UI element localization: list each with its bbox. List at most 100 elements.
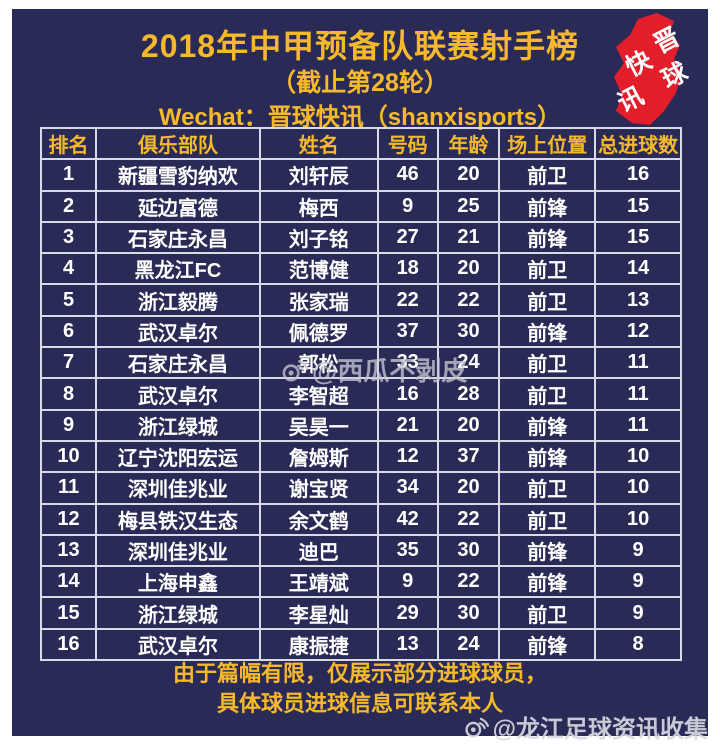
cell-name: 刘子铭 [258,220,379,255]
cell-number: 46 [376,158,439,192]
col-header-name: 姓名 [258,126,379,161]
cell-age: 22 [436,565,501,599]
table-row: 9 浙江绿城 吴昊一 21 20 前锋 11 [39,408,682,442]
cell-position: 前卫 [498,283,597,317]
cell-name: 佩德罗 [258,314,379,349]
cell-position: 前卫 [498,377,597,411]
cell-position: 前卫 [498,346,597,380]
cell-position: 前锋 [498,314,597,349]
table-row: 7 石家庄永昌 郭松 33 24 前卫 11 [39,346,682,380]
cell-rank: 1 [39,158,98,192]
cell-goals: 12 [594,314,682,349]
cell-club: 深圳佳兆业 [95,533,261,568]
shanxi-map-shape [614,13,682,125]
cell-position: 前卫 [498,471,597,505]
table-row: 6 武汉卓尔 佩德罗 37 30 前锋 12 [39,314,682,349]
cell-number: 12 [376,439,439,474]
cell-name: 郭松 [258,346,379,380]
table-row: 8 武汉卓尔 李智超 16 28 前卫 11 [39,377,682,411]
cell-rank: 4 [39,252,98,286]
cell-club: 深圳佳兆业 [95,471,261,505]
table-row: 3 石家庄永昌 刘子铭 27 21 前锋 15 [39,220,682,255]
cell-position: 前卫 [498,596,597,630]
cell-number: 42 [376,502,439,536]
cell-number: 9 [376,189,439,223]
cell-goals: 10 [594,502,682,536]
cell-goals: 15 [594,189,682,223]
cell-age: 22 [436,283,501,317]
cell-age: 25 [436,189,501,223]
cell-number: 35 [376,533,439,568]
cell-number: 33 [376,346,439,380]
cell-rank: 12 [39,502,98,536]
table-row: 10 辽宁沈阳宏运 詹姆斯 12 37 前锋 10 [39,439,682,474]
cell-age: 20 [436,158,501,192]
cell-name: 康振捷 [258,627,379,662]
cell-age: 30 [436,533,501,568]
cell-club: 浙江毅腾 [95,283,261,317]
poster-subtitle: （截止第28轮） [271,69,449,97]
cell-position: 前卫 [498,502,597,536]
cell-age: 24 [436,627,501,662]
cell-rank: 5 [39,283,98,317]
shanxi-map-logo: 晋 球 快 讯 [602,11,702,139]
cell-goals: 9 [594,565,682,599]
cell-name: 迪巴 [258,533,379,568]
table-row: 15 浙江绿城 李星灿 29 30 前卫 9 [39,596,682,630]
table-row: 11 深圳佳兆业 谢宝贤 34 20 前卫 10 [39,471,682,505]
cell-goals: 11 [594,408,682,442]
cell-position: 前锋 [498,408,597,442]
cell-rank: 10 [39,439,98,474]
wechat-line: Wechat：晋球快讯（shanxisports） [158,104,562,131]
cell-number: 16 [376,377,439,411]
cell-goals: 15 [594,220,682,255]
cell-club: 上海申鑫 [95,565,261,599]
cell-rank: 11 [39,471,98,505]
cell-name: 张家瑞 [258,283,379,317]
cell-goals: 9 [594,596,682,630]
scorer-table-header: 排名 俱乐部队 姓名 号码 年龄 场上位置 总进球数 [39,126,682,161]
cell-goals: 14 [594,252,682,286]
cell-goals: 9 [594,533,682,568]
cell-rank: 7 [39,346,98,380]
cell-name: 梅西 [258,189,379,223]
cell-club: 新疆雪豹纳欢 [95,158,261,192]
table-row: 12 梅县铁汉生态 余文鹤 42 22 前卫 10 [39,502,682,536]
cell-position: 前卫 [498,158,597,192]
cell-rank: 8 [39,377,98,411]
cell-age: 30 [436,596,501,630]
cell-club: 石家庄永昌 [95,346,261,380]
cell-rank: 14 [39,565,98,599]
cell-position: 前卫 [498,252,597,286]
table-row: 14 上海申鑫 王靖斌 9 22 前锋 9 [39,565,682,599]
footer-note: 由于篇幅有限，仅展示部分进球球员， 具体球员进球信息可联系本人 [12,659,708,719]
cell-number: 29 [376,596,439,630]
cell-club: 石家庄永昌 [95,220,261,255]
col-header-goals: 总进球数 [594,126,682,161]
table-row: 5 浙江毅腾 张家瑞 22 22 前卫 13 [39,283,682,317]
poster-panel: 2018年中甲预备队联赛射手榜 （截止第28轮） Wechat：晋球快讯（sha… [12,9,708,743]
scorer-table-body: 1 新疆雪豹纳欢 刘轩辰 46 20 前卫 16 2 延边富德 梅西 9 25 前锋 15 3 石家庄永昌 刘子… [39,158,682,662]
cell-club: 延边富德 [95,189,261,223]
cell-age: 20 [436,408,501,442]
cell-age: 37 [436,439,501,474]
cell-goals: 8 [594,627,682,662]
cell-rank: 15 [39,596,98,630]
cell-position: 前锋 [498,627,597,662]
cell-rank: 16 [39,627,98,662]
cell-rank: 13 [39,533,98,568]
cell-age: 21 [436,220,501,255]
table-row: 1 新疆雪豹纳欢 刘轩辰 46 20 前卫 16 [39,158,682,192]
cell-number: 13 [376,627,439,662]
table-row: 16 武汉卓尔 康振捷 13 24 前锋 8 [39,627,682,662]
cell-position: 前锋 [498,189,597,223]
poster-title: 2018年中甲预备队联赛射手榜 [140,28,580,64]
col-header-age: 年龄 [436,126,501,161]
cell-goals: 16 [594,158,682,192]
cell-club: 浙江绿城 [95,596,261,630]
table-row: 2 延边富德 梅西 9 25 前锋 15 [39,189,682,223]
cell-position: 前锋 [498,533,597,568]
cell-age: 20 [436,471,501,505]
cell-name: 谢宝贤 [258,471,379,505]
cell-name: 余文鹤 [258,502,379,536]
